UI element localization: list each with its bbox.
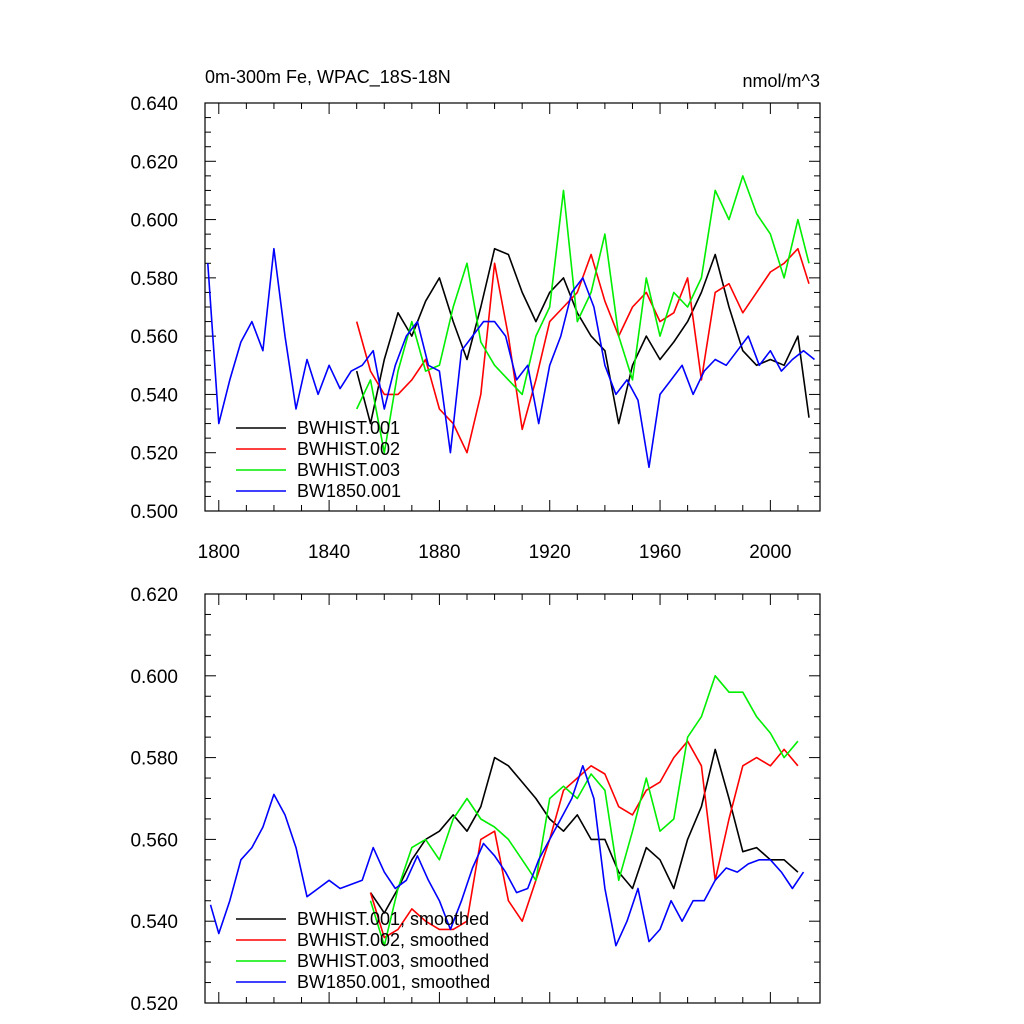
y-tick-label: 0.520 bbox=[130, 444, 178, 465]
y-tick-label: 0.600 bbox=[130, 667, 178, 688]
y-tick-label: 0.640 bbox=[130, 94, 178, 115]
legend-label: BWHIST.001 bbox=[297, 418, 400, 438]
legend-label: BWHIST.001, smoothed bbox=[297, 909, 489, 929]
x-tick-label: 2000 bbox=[749, 542, 791, 563]
series-line-bwhist-001 bbox=[355, 247, 810, 425]
y-tick-label: 0.580 bbox=[130, 749, 178, 770]
legend-label: BWHIST.002, smoothed bbox=[297, 930, 489, 950]
legend-label: BWHIST.003 bbox=[297, 460, 400, 480]
series-line-bw1850-001 bbox=[207, 247, 815, 469]
series-line-bw1850-001-smoothed bbox=[209, 764, 805, 947]
y-tick-label: 0.580 bbox=[130, 269, 178, 290]
series-line-bwhist-001-smoothed bbox=[369, 748, 799, 914]
x-tick-label: 1800 bbox=[198, 542, 240, 563]
legend-label: BW1850.001, smoothed bbox=[297, 972, 490, 992]
y-tick-label: 0.620 bbox=[130, 585, 178, 606]
legend-label: BWHIST.003, smoothed bbox=[297, 951, 489, 971]
series-line-bwhist-003 bbox=[355, 175, 810, 454]
y-tick-label: 0.540 bbox=[130, 385, 178, 406]
y-tick-label: 0.560 bbox=[130, 327, 178, 348]
legend-label: BW1850.001 bbox=[297, 481, 401, 501]
legend-label: BWHIST.002 bbox=[297, 439, 400, 459]
units-label: nmol/m^3 bbox=[743, 71, 820, 91]
y-tick-label: 0.600 bbox=[130, 211, 178, 232]
x-tick-label: 1840 bbox=[308, 542, 350, 563]
y-tick-label: 0.520 bbox=[130, 994, 178, 1015]
y-tick-label: 0.540 bbox=[130, 912, 178, 933]
y-tick-label: 0.500 bbox=[130, 502, 178, 523]
x-tick-label: 1920 bbox=[529, 542, 571, 563]
y-tick-label: 0.560 bbox=[130, 830, 178, 851]
chart-title: 0m-300m Fe, WPAC_18S-18N bbox=[205, 67, 451, 88]
x-tick-label: 1960 bbox=[639, 542, 681, 563]
x-tick-label: 1880 bbox=[418, 542, 460, 563]
y-tick-label: 0.620 bbox=[130, 152, 178, 173]
panel-smoothed: 0.520 0.540 0.560 0.580 0.600 0.620 BWHIST.001… bbox=[130, 585, 821, 1015]
panel-raw: 0.500 0.520 0.540 0.560 0.580 0.600 0.620 0.640… bbox=[130, 94, 821, 563]
series-line-bwhist-002 bbox=[355, 247, 810, 454]
series-line-bwhist-003-smoothed bbox=[369, 674, 799, 947]
